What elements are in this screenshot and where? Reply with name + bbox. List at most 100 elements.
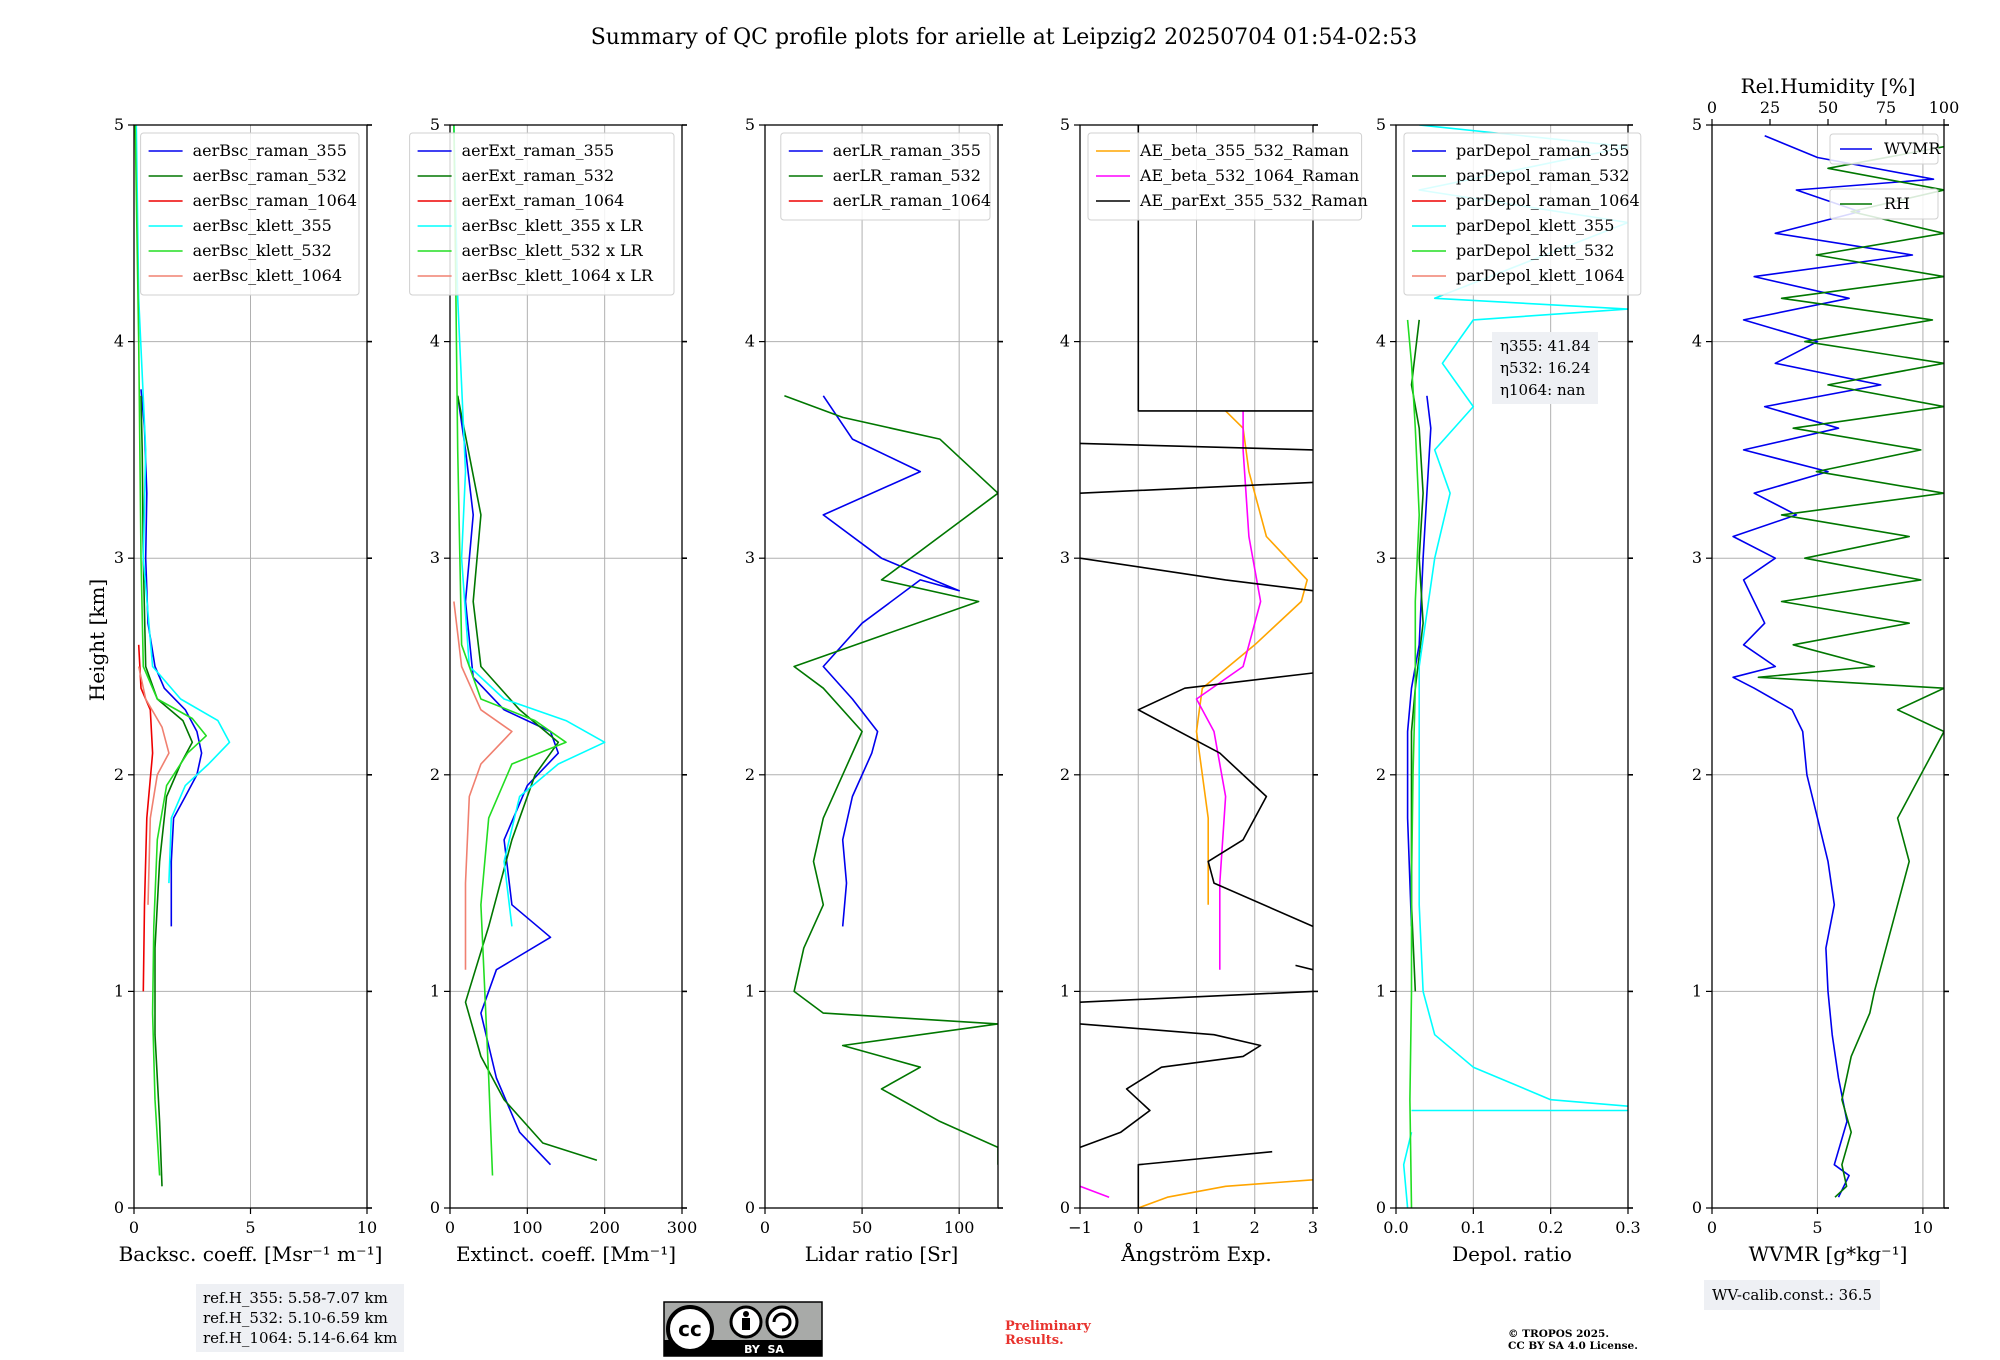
- y-tick-label: 4: [430, 332, 440, 351]
- series-line-aerBsc_klett_532: [134, 125, 207, 1176]
- series-line-parDepol_raman_355: [1406, 395, 1432, 927]
- series-line-aerLR_raman_532: [784, 395, 998, 1165]
- y-tick-label: 2: [1376, 765, 1386, 784]
- x-tick-label: 1: [1191, 1218, 1201, 1237]
- y-axis-label: Height [km]: [85, 579, 109, 701]
- y-tick-label: 4: [1060, 332, 1070, 351]
- legend-box: [409, 132, 675, 296]
- legend-label: aerLR_raman_532: [833, 166, 981, 185]
- y-tick-label: 5: [1376, 115, 1386, 134]
- y-tick-label: 0: [430, 1198, 440, 1217]
- legend-box: [1087, 132, 1363, 221]
- ref-height-1064: ref.H_1064: 5.14-6.64 km: [203, 1329, 398, 1347]
- legend-label: aerLR_raman_355: [833, 141, 981, 160]
- legend-wvmr: WVMR: [1829, 133, 1941, 165]
- series-group: [1080, 125, 1313, 1208]
- series-line-WVMR: [1732, 135, 1935, 1198]
- y-tick-label: 2: [1060, 765, 1070, 784]
- y-tick-label: 5: [430, 115, 440, 134]
- x-tick-label: 0: [1133, 1218, 1143, 1237]
- series-line-aerBsc_raman_532: [140, 395, 194, 1187]
- x2-tick-label: 50: [1818, 98, 1838, 117]
- y-tick-label: 4: [1376, 332, 1386, 351]
- series-line-aerExt_raman_355: [456, 395, 560, 1166]
- x-tick-label: 300: [667, 1218, 698, 1237]
- series-group: [134, 125, 231, 1187]
- series-line-aerBsc_klett_355: [135, 125, 231, 884]
- eta-values-box: η355: 41.84 η532: 16.24 η1064: nan: [1492, 332, 1599, 404]
- series-line-aerBsc_klett_1064 x LR: [453, 601, 513, 970]
- x-axis-label: WVMR [g*kg⁻¹]: [1749, 1242, 1908, 1266]
- x-tick-label: 100: [944, 1218, 975, 1237]
- figure-title: Summary of QC profile plots for arielle …: [591, 25, 1418, 50]
- y-tick-label: 4: [1692, 332, 1702, 351]
- series-line-AE_parExt_355_532_Raman: [1080, 125, 1313, 1208]
- legend-label: parDepol_klett_355: [1456, 216, 1614, 235]
- ref-height-532: ref.H_532: 5.10-6.59 km: [203, 1309, 388, 1327]
- wv-calib-text: WV-calib.const.: 36.5: [1712, 1286, 1873, 1304]
- x-tick-label: 0: [760, 1218, 770, 1237]
- x-tick-label: 0.2: [1538, 1218, 1563, 1237]
- legend-label: AE_beta_355_532_Raman: [1139, 141, 1349, 160]
- y-tick-label: 4: [114, 332, 124, 351]
- legend-label: AE_parExt_355_532_Raman: [1139, 191, 1368, 210]
- x-tick-label: 2: [1250, 1218, 1260, 1237]
- panel-1: 0 5 10 0 1 2 3 4 5 Backsc. coeff. [Msr⁻¹ m⁻¹] aerB…: [114, 115, 383, 1266]
- x-tick-label: 100: [512, 1218, 543, 1237]
- cc-badge-text: BY SA: [744, 1343, 784, 1356]
- legend-box: [140, 132, 360, 296]
- legend-box: [1829, 133, 1939, 165]
- panel-3: 0 50 100 0 1 2 3 4 5 Lidar ratio [Sr] aerLR_raman_…: [745, 115, 1003, 1266]
- legend: aerExt_raman_355 aerExt_raman_532 aerExt_r…: [409, 132, 675, 296]
- x-tick-label: 0.3: [1615, 1218, 1640, 1237]
- legend-label: aerBsc_klett_355: [193, 216, 332, 235]
- x-axis-label: Depol. ratio: [1452, 1242, 1572, 1266]
- panel-frame: [1395, 124, 1629, 1209]
- panel-frame: [764, 124, 999, 1209]
- legend-label: aerBsc_klett_1064: [193, 266, 342, 285]
- y-tick-label: 2: [430, 765, 440, 784]
- eta-532: η532: 16.24: [1500, 359, 1591, 377]
- preliminary-line-1: Preliminary: [1005, 1319, 1091, 1334]
- y-tick-label: 3: [1692, 548, 1702, 567]
- legend-label: parDepol_klett_532: [1456, 241, 1614, 260]
- series-line-aerBsc_klett_1064: [137, 666, 170, 905]
- y-tick-label: 5: [1060, 115, 1070, 134]
- series-group: [1732, 135, 1944, 1198]
- legend: aerLR_raman_355 aerLR_raman_532 aerLR_rama…: [780, 132, 991, 221]
- y-tick-label: 0: [114, 1198, 124, 1217]
- cc-license-badge: cc BY SA: [663, 1301, 823, 1357]
- legend-label: WVMR: [1884, 139, 1941, 158]
- series-group: [453, 125, 606, 1176]
- legend-label: parDepol_raman_532: [1456, 166, 1629, 185]
- x-axis-label: Ångström Exp.: [1120, 1241, 1271, 1266]
- x-axis-label: Backsc. coeff. [Msr⁻¹ m⁻¹]: [119, 1242, 383, 1266]
- legend-label: aerExt_raman_1064: [462, 191, 625, 210]
- preliminary-results-note: Preliminary Results.: [1005, 1320, 1091, 1348]
- x-tick-label: 200: [589, 1218, 620, 1237]
- x2-tick-label: 75: [1876, 98, 1896, 117]
- legend-label: aerExt_raman_355: [462, 141, 615, 160]
- x-tick-label: 0: [1707, 1218, 1717, 1237]
- y-tick-label: 0: [1692, 1198, 1702, 1217]
- series-line-parDepol_klett_532: [1406, 319, 1420, 1208]
- series-line-AE_beta_355_532_Raman: [1138, 410, 1313, 1208]
- y-tick-label: 2: [114, 765, 124, 784]
- copyright-line-2: CC BY SA 4.0 License.: [1508, 1340, 1638, 1352]
- y-tick-label: 3: [1376, 548, 1386, 567]
- legend-label: AE_beta_532_1064_Raman: [1139, 166, 1359, 185]
- eta-1064: η1064: nan: [1500, 381, 1586, 399]
- wv-calibration-box: WV-calib.const.: 36.5: [1704, 1280, 1881, 1310]
- y-tick-label: 5: [1692, 115, 1702, 134]
- x-tick-label: 50: [852, 1218, 872, 1237]
- legend-label: aerBsc_klett_1064 x LR: [462, 266, 654, 285]
- x-tick-label: 5: [1812, 1218, 1822, 1237]
- x-axis-label: Extinct. coeff. [Mm⁻¹]: [456, 1242, 676, 1266]
- x-tick-label: 10: [1913, 1218, 1933, 1237]
- series-line-RH: [1757, 145, 1944, 1198]
- y-tick-label: 3: [430, 548, 440, 567]
- y-tick-label: 0: [745, 1198, 755, 1217]
